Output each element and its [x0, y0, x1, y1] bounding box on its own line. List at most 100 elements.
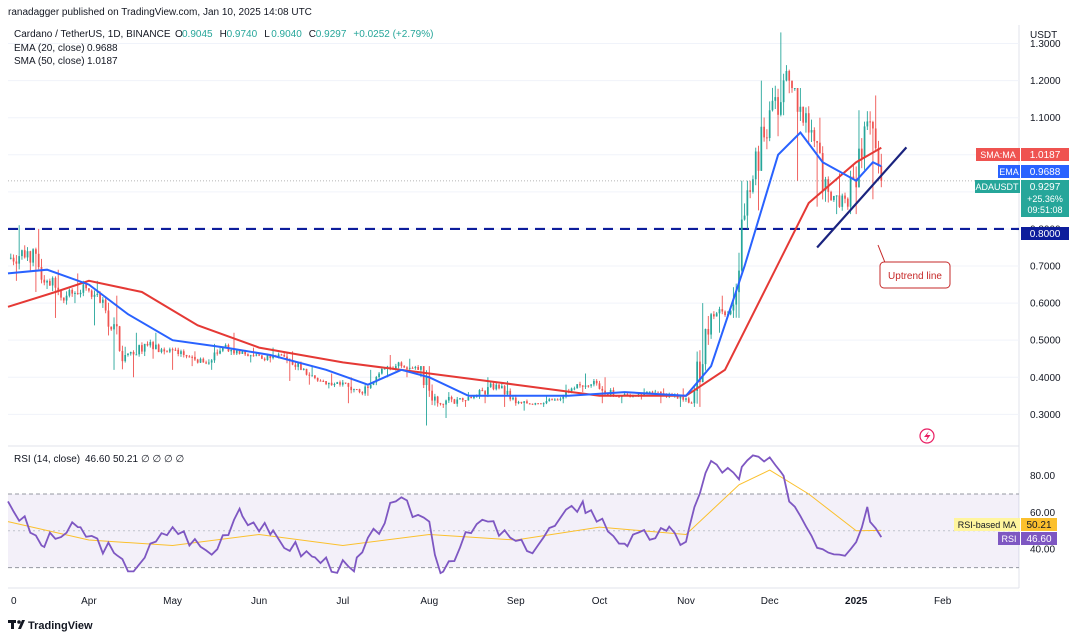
candle[interactable] [361, 391, 364, 396]
uptrend-line[interactable] [816, 146, 908, 249]
candle[interactable] [233, 332, 235, 356]
candle[interactable] [551, 398, 553, 401]
candle[interactable] [205, 360, 207, 365]
candle[interactable] [132, 350, 135, 378]
candle[interactable] [495, 381, 498, 391]
candle[interactable] [704, 328, 707, 371]
candle[interactable] [598, 380, 601, 390]
candle[interactable] [149, 339, 152, 348]
candle[interactable] [542, 402, 545, 407]
candle[interactable] [174, 347, 177, 351]
candle[interactable] [832, 195, 835, 202]
candle[interactable] [71, 288, 74, 297]
candle[interactable] [749, 180, 752, 199]
candle[interactable] [846, 197, 849, 210]
candle[interactable] [9, 253, 12, 260]
candle[interactable] [746, 180, 749, 229]
candle[interactable] [32, 248, 34, 267]
candle[interactable] [350, 377, 353, 394]
candle[interactable] [269, 354, 272, 363]
candle[interactable] [835, 195, 838, 215]
candle[interactable] [369, 369, 372, 390]
candle[interactable] [168, 347, 171, 354]
candle[interactable] [428, 366, 431, 397]
candle[interactable] [411, 366, 414, 369]
candle[interactable] [311, 366, 313, 377]
candle[interactable] [46, 279, 48, 289]
candle[interactable] [540, 403, 542, 405]
candle[interactable] [498, 383, 500, 390]
candle[interactable] [553, 398, 556, 401]
candle[interactable] [869, 111, 871, 135]
candle[interactable] [685, 397, 687, 402]
candle[interactable] [434, 393, 436, 406]
candle[interactable] [766, 129, 768, 150]
candle[interactable] [124, 346, 127, 363]
candle[interactable] [819, 117, 821, 154]
candle[interactable] [180, 349, 182, 357]
candle[interactable] [813, 127, 816, 148]
candle[interactable] [210, 358, 213, 370]
candle[interactable] [696, 351, 699, 404]
candle[interactable] [322, 379, 325, 383]
candle[interactable] [54, 276, 57, 318]
candle[interactable] [18, 225, 21, 270]
candle[interactable] [113, 317, 115, 370]
candle[interactable] [807, 106, 810, 144]
candle[interactable] [581, 385, 584, 393]
candle[interactable] [141, 342, 143, 355]
candle[interactable] [447, 392, 450, 403]
candle[interactable] [431, 384, 433, 406]
candle[interactable] [202, 357, 205, 363]
candle[interactable] [101, 296, 104, 308]
candle[interactable] [844, 192, 846, 204]
candle[interactable] [559, 397, 562, 402]
candle[interactable] [777, 88, 779, 137]
candle[interactable] [810, 119, 813, 143]
candle[interactable] [456, 396, 459, 407]
ema-legend-label[interactable]: EMA (20, close) [14, 43, 85, 54]
candle[interactable] [517, 400, 520, 405]
candle[interactable] [791, 80, 793, 93]
candle[interactable] [62, 297, 65, 304]
candle[interactable] [177, 347, 180, 357]
candle[interactable] [579, 381, 581, 388]
candle[interactable] [29, 250, 32, 271]
candle[interactable] [740, 180, 743, 273]
candle[interactable] [79, 289, 82, 298]
candle[interactable] [355, 389, 358, 391]
candle[interactable] [157, 343, 160, 353]
candle[interactable] [855, 166, 858, 215]
candle[interactable] [534, 402, 537, 406]
candle[interactable] [654, 389, 657, 393]
candle[interactable] [26, 247, 29, 262]
candle[interactable] [690, 401, 693, 404]
candle[interactable] [135, 332, 138, 356]
candle[interactable] [378, 371, 380, 379]
candle[interactable] [805, 107, 807, 133]
candle[interactable] [15, 255, 18, 281]
candle[interactable] [830, 190, 832, 201]
candle[interactable] [863, 121, 866, 170]
candle[interactable] [60, 289, 62, 301]
candle[interactable] [110, 326, 113, 331]
candle[interactable] [687, 396, 690, 404]
candle[interactable] [442, 403, 445, 408]
candle[interactable] [526, 399, 528, 404]
candle[interactable] [188, 355, 191, 358]
candle[interactable] [729, 310, 732, 316]
candle[interactable] [191, 355, 194, 367]
candle[interactable] [143, 343, 146, 357]
candle[interactable] [325, 381, 327, 386]
candle[interactable] [425, 370, 428, 426]
candle[interactable] [347, 382, 350, 404]
candle[interactable] [182, 349, 185, 358]
candle[interactable] [771, 87, 774, 112]
candle[interactable] [556, 398, 559, 401]
annotation-box[interactable] [879, 261, 951, 289]
sma-legend-label[interactable]: SMA (50, close) [14, 56, 85, 67]
candle[interactable] [576, 384, 579, 389]
candle[interactable] [788, 69, 791, 94]
candle[interactable] [408, 358, 411, 371]
